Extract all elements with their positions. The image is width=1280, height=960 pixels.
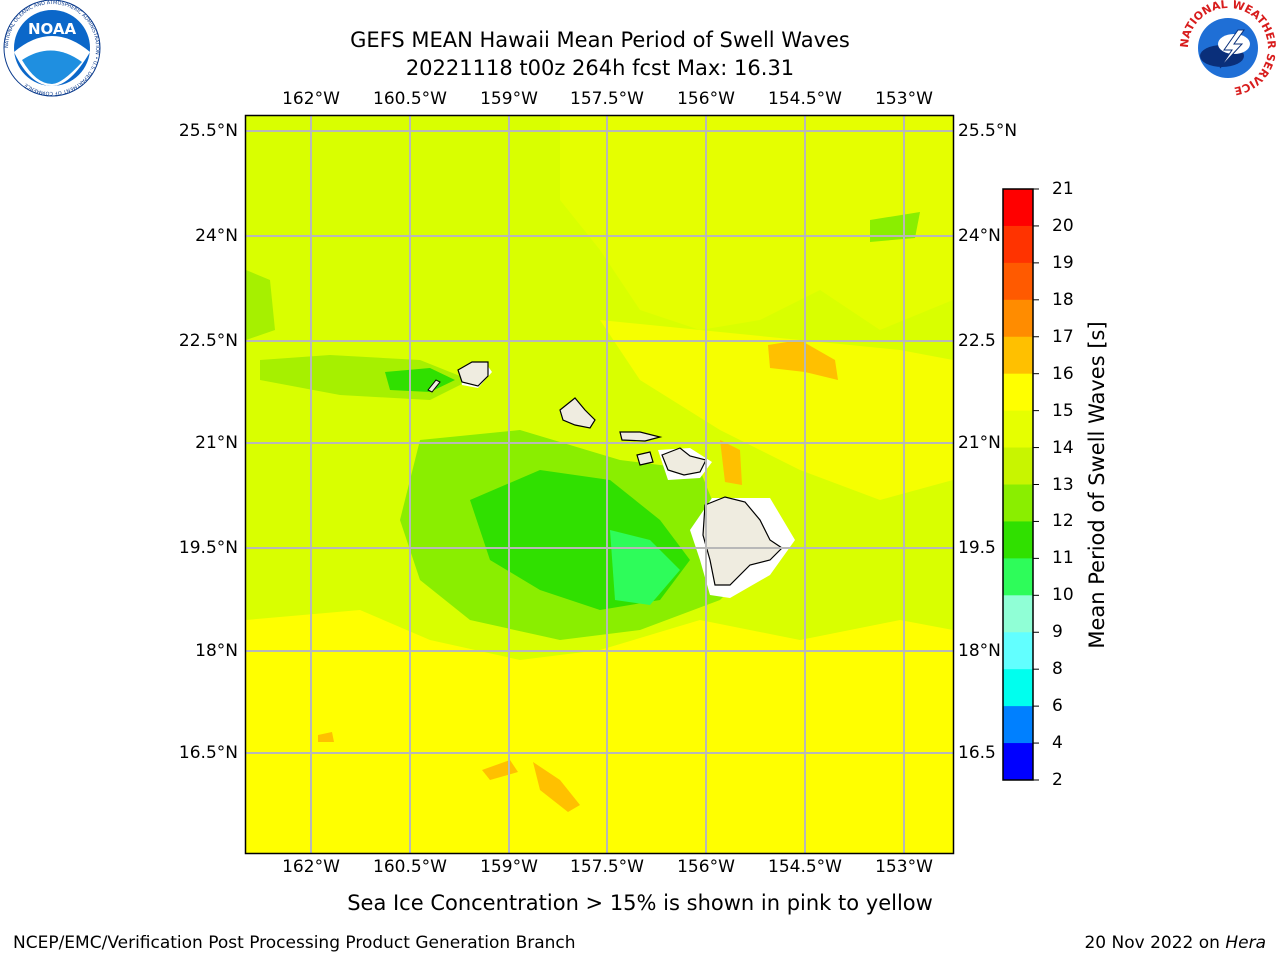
colorbar-segment [1003,373,1033,412]
colorbar-segment [1003,632,1033,670]
lon-tick-bottom: 160.5°W [373,857,447,877]
lat-tick-left: 18°N [195,641,238,661]
lat-tick-right: 22.5 [958,331,996,351]
colorbar-tick-label: 9 [1052,622,1063,643]
chart-subtitle-date: 20221118 t00z 264h fcst Max: 16.31 [405,56,795,80]
lat-tick-left: 24°N [195,226,238,246]
lon-tick-bottom: 157.5°W [570,857,644,877]
lon-tick-top: 154.5°W [768,89,842,109]
colorbar-segment [1003,669,1033,707]
lat-tick-right: 21°N [958,433,1001,453]
colorbar-tick-label: 10 [1052,585,1074,606]
colorbar-segment [1003,521,1033,559]
sea-ice-note: Sea Ice Concentration > 15% is shown in … [347,891,933,915]
lon-tick-top: 160.5°W [373,89,447,109]
colorbar-tick-label: 21 [1052,179,1074,199]
colorbar-segment [1003,706,1033,744]
lon-tick-top: 162°W [282,89,340,109]
noaa-logo-text: NOAA [28,20,77,38]
lon-tick-top: 159°W [480,89,538,109]
lat-tick-left: 22.5°N [178,331,238,351]
colorbar-tick-label: 11 [1052,548,1074,569]
lat-tick-left: 16.5°N [178,743,238,763]
colorbar-segment [1003,484,1033,522]
lon-tick-top: 157.5°W [570,89,644,109]
lat-tick-right: 16.5 [958,743,996,763]
lon-tick-bottom: 154.5°W [768,857,842,877]
lat-tick-left: 19.5°N [178,538,238,558]
lat-tick-right: 25.5°N [958,121,1018,141]
colorbar-label: Mean Period of Swell Waves [s] [1085,321,1109,649]
colorbar-tick-label: 15 [1052,400,1074,421]
colorbar-tick-label: 13 [1052,474,1074,495]
colorbar-tick-label: 18 [1052,289,1074,310]
colorbar-segment [1003,743,1033,781]
colorbar-tick-label: 4 [1052,733,1063,754]
lat-tick-right: 18°N [958,641,1001,661]
colorbar-tick-label: 19 [1052,252,1074,273]
lon-tick-top: 156°W [677,89,735,109]
footer-credit: NCEP/EMC/Verification Post Processing Pr… [13,933,576,953]
colorbar-segment [1003,299,1033,338]
footer-date: 20 Nov 2022 on Hera [1084,933,1266,953]
contour-field [246,115,953,853]
colorbar-tick-label: 17 [1052,326,1074,347]
lat-tick-left: 25.5°N [178,121,238,141]
colorbar-tick-label: 2 [1052,770,1063,790]
colorbar-segment [1003,225,1033,264]
lat-tick-right: 19.5 [958,538,996,558]
colorbar-segment [1003,262,1033,301]
lat-tick-left: 21°N [195,433,238,453]
lon-tick-bottom: 153°W [875,857,933,877]
colorbar-segment [1003,595,1033,633]
colorbar-tick-label: 12 [1052,511,1074,532]
colorbar-tick-label: 20 [1052,215,1074,236]
footer-date-text: 20 Nov 2022 on [1084,933,1226,953]
colorbar [1002,188,1039,781]
colorbar-segment [1003,336,1033,375]
colorbar-tick-label: 14 [1052,437,1074,458]
colorbar-segment [1003,410,1033,449]
lon-tick-bottom: 156°W [677,857,735,877]
colorbar-segment [1003,558,1033,596]
colorbar-tick-label: 16 [1052,363,1074,384]
lon-tick-bottom: 159°W [480,857,538,877]
colorbar-tick-label: 6 [1052,696,1063,717]
footer-host: Hera [1225,933,1266,953]
colorbar-segment [1003,447,1033,485]
map-frame [244,114,955,855]
lat-tick-right: 24°N [958,226,1001,246]
colorbar-tick-label: 8 [1052,659,1063,680]
lon-tick-bottom: 162°W [282,857,340,877]
lon-tick-top: 153°W [875,89,933,109]
colorbar-segment [1003,189,1033,227]
noaa-logo: NOAA NATIONAL OCEANIC AND ATMOSPHERIC AD… [3,0,101,97]
chart-title: GEFS MEAN Hawaii Mean Period of Swell Wa… [350,28,850,52]
map-graticule [246,115,953,853]
nws-logo: NATIONAL WEATHER SERVICE [1178,0,1278,97]
